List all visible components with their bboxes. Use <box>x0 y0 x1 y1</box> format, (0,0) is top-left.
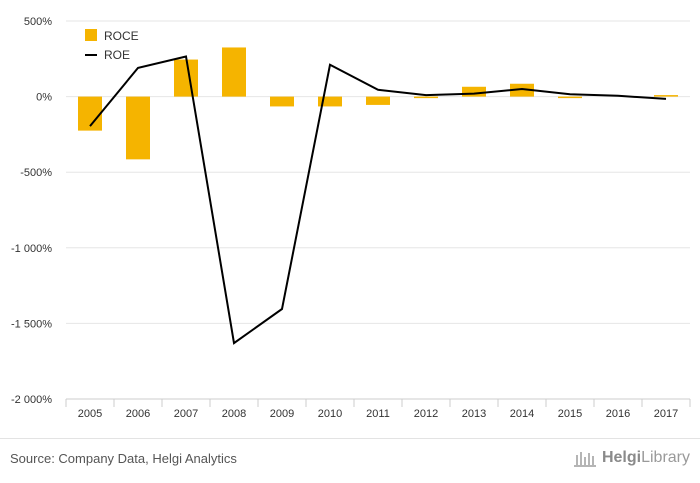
roce-bar <box>462 86 486 97</box>
footer: Source: Company Data, Helgi Analytics He… <box>0 438 700 483</box>
roe-line <box>89 55 667 345</box>
roce-bar <box>126 96 150 160</box>
legend-swatch-roce <box>85 29 97 41</box>
y-axis: 500% 0% -500% -1 000% -1 500% -2 000% <box>11 16 52 406</box>
x-tick-label: 2012 <box>414 408 438 420</box>
x-tick-label: 2008 <box>222 408 246 420</box>
x-tick-label: 2010 <box>318 408 342 420</box>
y-tick-label: -2 000% <box>11 394 52 406</box>
y-tick-label: -1 000% <box>11 243 52 255</box>
x-axis: 2005 2006 2007 2008 2009 2010 2011 2012 2013 2014… <box>65 398 691 420</box>
roe-line-series <box>89 55 667 345</box>
legend: ROCE ROE <box>85 29 139 62</box>
x-tick-label: 2016 <box>606 408 630 420</box>
roce-bars <box>78 47 678 160</box>
roce-bar <box>654 95 678 97</box>
x-tick-label: 2013 <box>462 408 486 420</box>
source-note: Source: Company Data, Helgi Analytics <box>10 451 237 466</box>
helgi-library-logo: HelgiLibrary <box>572 448 690 468</box>
x-tick-label: 2007 <box>174 408 198 420</box>
roce-bar <box>510 83 534 97</box>
brand-name: HelgiLibrary <box>601 449 690 466</box>
y-tick-label: 500% <box>24 16 52 28</box>
x-tick-label: 2015 <box>558 408 582 420</box>
y-tick-label: -1 500% <box>11 318 52 330</box>
grid-lines <box>66 20 690 400</box>
x-tick-label: 2009 <box>270 408 294 420</box>
roce-bar <box>414 96 438 99</box>
roce-bar <box>318 96 342 107</box>
x-tick-label: 2014 <box>510 408 534 420</box>
x-tick-label: 2011 <box>366 408 390 420</box>
legend-label-roce: ROCE <box>104 29 139 43</box>
y-tick-label: 0% <box>36 92 52 104</box>
x-tick-label: 2006 <box>126 408 150 420</box>
x-tick-label: 2017 <box>654 408 678 420</box>
roce-bar <box>558 96 582 99</box>
y-tick-label: -500% <box>20 167 52 179</box>
chart: 500%0%-500%-1 000%-1 500%-2 000% 2005 200… <box>11 16 691 420</box>
library-building-icon <box>573 452 596 467</box>
roce-bar <box>270 96 294 107</box>
legend-label-roe: ROE <box>104 48 130 62</box>
roce-bar <box>366 96 390 105</box>
roce-bar <box>222 47 246 97</box>
x-tick-label: 2005 <box>78 408 102 420</box>
roce-bar <box>174 59 198 97</box>
